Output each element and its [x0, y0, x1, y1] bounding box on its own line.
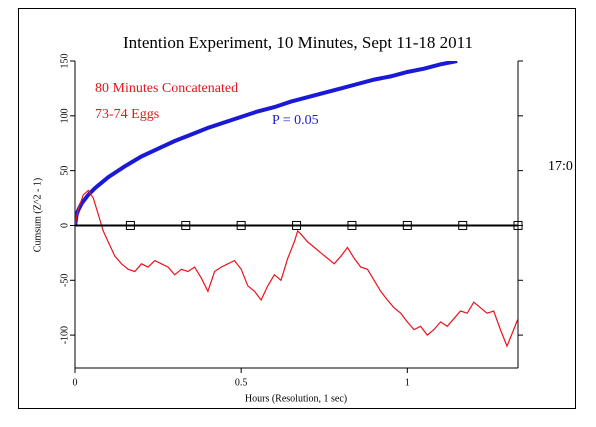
y-tick-label: 50 [59, 166, 70, 176]
line [75, 61, 458, 226]
x-tick-label: 0.5 [235, 377, 248, 388]
y-tick-label: -50 [59, 274, 70, 287]
x-tick-label: 1 [405, 377, 410, 388]
line [75, 189, 518, 348]
chart-title: Intention Experiment, 10 Minutes, Sept 1… [123, 33, 473, 52]
marker [402, 220, 412, 230]
frame [18, 8, 576, 409]
marker [458, 220, 468, 230]
annotation: 17:0 [548, 159, 573, 174]
y-tick-label: 150 [59, 54, 70, 69]
annotation: 73-74 Eggs [95, 107, 159, 122]
marker [181, 220, 191, 230]
marker [125, 220, 135, 230]
y-axis-label: Cumsum (Z^2 - 1) [32, 178, 43, 252]
y-tick-label: -100 [59, 326, 70, 344]
annotation: 80 Minutes Concatenated [95, 81, 238, 96]
y-tick-label: 0 [59, 223, 70, 228]
marker [347, 220, 357, 230]
plot-area [75, 61, 518, 348]
x-tick-label: 0 [73, 377, 78, 388]
y-tick-label: 100 [59, 108, 70, 123]
x-axis-label: Hours (Resolution, 1 sec) [245, 393, 347, 404]
annotation: P = 0.05 [272, 113, 319, 128]
marker [513, 220, 523, 230]
marker [292, 220, 302, 230]
marker [236, 220, 246, 230]
